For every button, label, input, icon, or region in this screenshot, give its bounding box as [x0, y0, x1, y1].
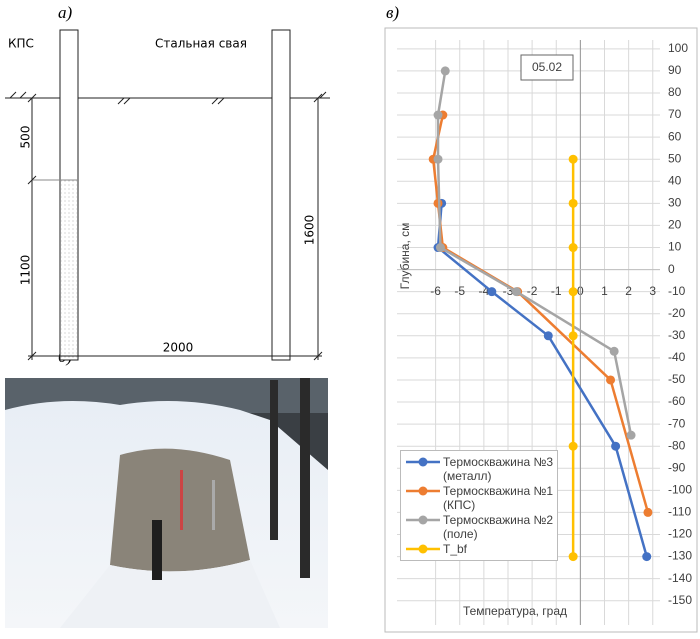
legend-item: Термоскважина №1 (КПС) — [403, 484, 555, 512]
data-point — [569, 243, 578, 252]
data-point — [441, 66, 450, 75]
data-point — [569, 199, 578, 208]
y-tick-label: 10 — [668, 240, 682, 254]
y-tick-label: 50 — [668, 151, 682, 165]
y-tick-label: -110 — [668, 505, 691, 519]
x-tick-label: 3 — [649, 284, 656, 298]
data-point — [611, 442, 620, 451]
data-point — [569, 552, 578, 561]
data-point — [434, 111, 443, 120]
data-point — [569, 331, 578, 340]
legend-swatch — [403, 484, 443, 498]
y-tick-label: -50 — [668, 372, 686, 386]
y-tick-label: 0 — [668, 262, 675, 276]
drawing-label: Стальная свая — [155, 37, 247, 51]
y-tick-label: -140 — [668, 571, 692, 585]
panel-label: в) — [386, 3, 399, 22]
panel-label: а) — [58, 3, 73, 22]
data-point — [643, 508, 652, 517]
y-tick-label: -100 — [668, 483, 692, 497]
y-tick-label: -120 — [668, 527, 692, 541]
legend-marker — [419, 545, 428, 554]
y-tick-label: 80 — [668, 85, 682, 99]
legend-marker — [419, 458, 428, 467]
y-tick-label: 60 — [668, 129, 682, 143]
data-point — [610, 347, 619, 356]
drawing-label: КПС — [8, 37, 34, 51]
data-point — [642, 552, 651, 561]
data-point — [544, 331, 553, 340]
data-point — [569, 287, 578, 296]
y-tick-label: 100 — [668, 41, 688, 55]
y-tick-label: -130 — [668, 549, 692, 563]
data-point — [436, 243, 445, 252]
legend-swatch — [403, 455, 443, 469]
y-tick-label: 40 — [668, 173, 682, 187]
data-point — [606, 375, 615, 384]
y-tick-label: 30 — [668, 196, 682, 210]
data-point — [512, 287, 521, 296]
y-tick-label: -10 — [668, 284, 686, 298]
dimension-label: 1600 — [303, 215, 317, 246]
legend-label: Термоскважина №3 (металл) — [443, 455, 555, 483]
dimension-label: 500 — [19, 126, 33, 149]
y-axis-title: Глубина, см — [398, 223, 412, 290]
legend-label: Термоскважина №2 (поле) — [443, 513, 555, 541]
x-tick-label: -2 — [527, 284, 538, 298]
y-tick-label: 20 — [668, 218, 682, 232]
data-point — [627, 431, 636, 440]
legend-marker — [419, 516, 428, 525]
figure-canvas: а) б) в) КПС Стальная свая 500 1100 1600… — [0, 0, 700, 634]
y-tick-label: 90 — [668, 63, 682, 77]
legend: Термоскважина №3 (металл)Термоскважина №… — [400, 450, 558, 561]
data-point — [487, 287, 496, 296]
data-point — [569, 442, 578, 451]
legend-marker — [419, 487, 428, 496]
x-tick-label: 2 — [625, 284, 632, 298]
x-tick-label: -6 — [430, 284, 441, 298]
annotation: 05.02 — [532, 60, 562, 74]
y-tick-label: -150 — [668, 593, 692, 607]
legend-swatch — [403, 513, 443, 527]
y-tick-label: 70 — [668, 107, 682, 121]
y-tick-label: -90 — [668, 460, 686, 474]
legend-swatch — [403, 542, 443, 556]
y-tick-label: -20 — [668, 306, 686, 320]
y-tick-label: -80 — [668, 438, 686, 452]
y-tick-label: -70 — [668, 416, 686, 430]
y-tick-label: -60 — [668, 394, 686, 408]
dimension-label: 2000 — [163, 341, 194, 355]
data-point — [434, 155, 443, 164]
x-tick-label: 1 — [601, 284, 608, 298]
y-tick-label: -40 — [668, 350, 686, 364]
pile-drawing — [5, 30, 330, 360]
figure: а) б) в) КПС Стальная свая 500 1100 1600… — [0, 0, 700, 634]
photo — [5, 378, 328, 628]
dimension-label: 1100 — [19, 255, 33, 286]
x-tick-label: -1 — [551, 284, 562, 298]
x-tick-label: -5 — [454, 284, 465, 298]
legend-item: T_bf — [403, 542, 555, 556]
legend-item: Термоскважина №3 (металл) — [403, 455, 555, 483]
x-axis-title: Температура, град — [463, 604, 567, 618]
legend-label: Термоскважина №1 (КПС) — [443, 484, 555, 512]
y-tick-label: -30 — [668, 328, 686, 342]
legend-item: Термоскважина №2 (поле) — [403, 513, 555, 541]
series-line — [438, 71, 631, 435]
data-point — [569, 155, 578, 164]
legend-label: T_bf — [443, 542, 467, 556]
